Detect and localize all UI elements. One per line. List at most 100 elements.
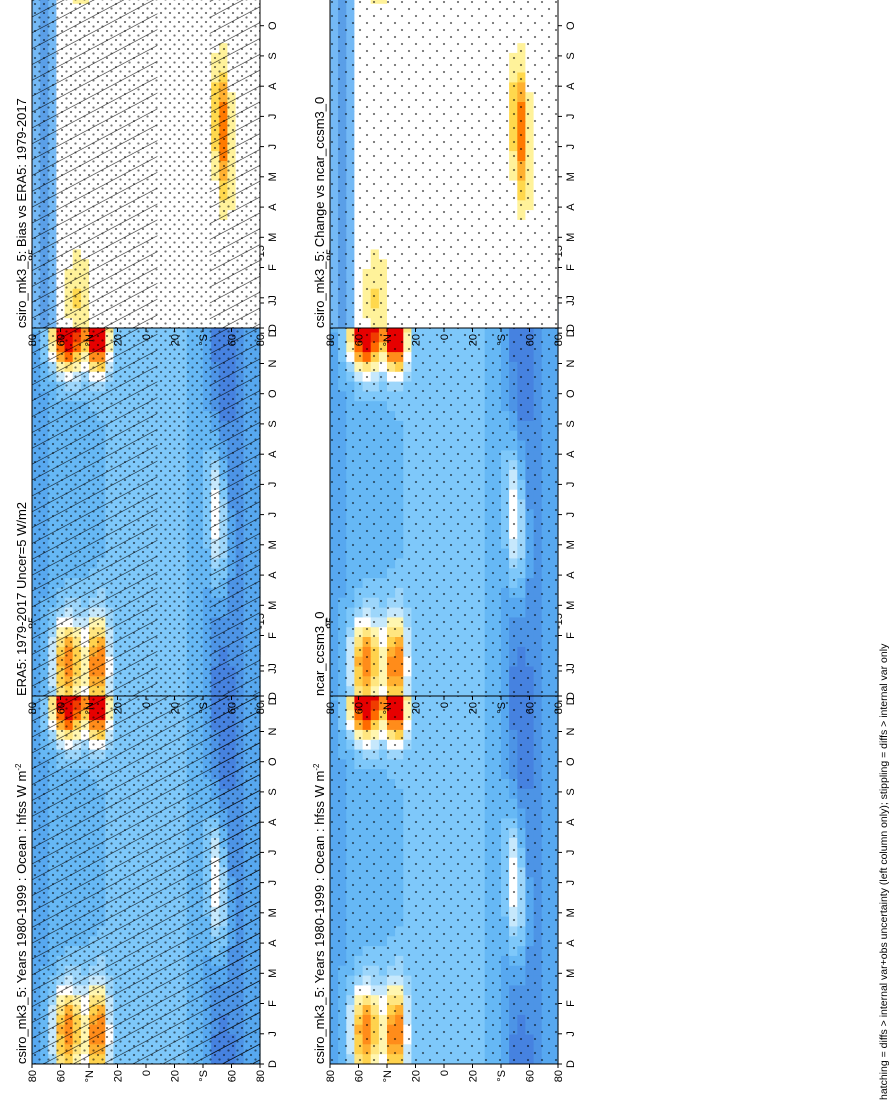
y-tick-label: 20: [170, 1070, 182, 1082]
y-tick-label: 60: [56, 702, 68, 714]
x-tick-label: J: [267, 663, 279, 669]
x-tick-label: F: [267, 632, 279, 639]
x-tick-label: O: [267, 21, 279, 30]
x-tick-label: O: [267, 389, 279, 398]
x-tick-label: D: [267, 324, 279, 332]
x-tick-label: M: [267, 233, 279, 242]
x-tick-label: A: [267, 939, 279, 947]
x-tick-label: M: [565, 908, 577, 917]
y-tick-label: 80: [553, 1070, 565, 1082]
hatching-overlay: [209, 303, 261, 696]
plot-area-model-ref: [329, 302, 559, 697]
x-tick-label: J: [565, 668, 577, 674]
x-tick-label: D: [267, 697, 279, 705]
y-tick-label: 60: [227, 1070, 239, 1082]
panel-model-model: csiro_mk3_5: Years 1980-1999 : Ocean : h…: [312, 613, 577, 1082]
y-tick-label: 0: [439, 1070, 451, 1076]
panel-title-superscript: -2: [312, 763, 321, 771]
y-tick-label: °N: [84, 702, 96, 714]
panels-layer: csiro_mk3_5: Years 1980-1999 : Ocean : h…: [14, 0, 577, 1082]
x-tick-label: A: [267, 571, 279, 579]
x-tick-label: F: [267, 264, 279, 271]
x-tick-label: S: [267, 420, 279, 427]
x-tick-label: D: [565, 1060, 577, 1068]
x-tick-label: A: [267, 450, 279, 458]
y-tick-label: 60: [56, 1070, 68, 1082]
x-tick-label: F: [267, 1000, 279, 1007]
x-tick-label: J: [267, 850, 279, 856]
x-tick-label: A: [565, 818, 577, 826]
x-tick-label: J: [267, 295, 279, 301]
x-tick-label: M: [267, 969, 279, 978]
panel-title: csiro_mk3_5: Years 1980-1999 : Ocean : h…: [14, 763, 29, 1064]
y-tick-label: °S: [496, 1070, 508, 1082]
x-tick-label: D: [565, 697, 577, 705]
x-tick-label: O: [267, 757, 279, 766]
x-tick-label: F: [565, 1000, 577, 1007]
y-tick-label: 80: [255, 334, 267, 346]
y-tick-label: °N: [382, 1070, 394, 1082]
y-tick-label: 0: [141, 334, 153, 340]
hatching-overlay: [209, 0, 261, 328]
x-tick-label: D: [267, 692, 279, 700]
x-tick-label: D: [267, 329, 279, 337]
x-tick-label: J: [267, 512, 279, 517]
x-tick-label: M: [267, 601, 279, 610]
panel-title: csiro_mk3_5: Bias vs ERA5: 1979-2017: [14, 98, 29, 328]
y-tick-label: 20: [113, 702, 125, 714]
x-tick-label: J: [565, 880, 577, 886]
x-tick-label: J: [267, 144, 279, 150]
hatching-overlay: [32, 303, 158, 696]
plot-area-model-model: [329, 670, 559, 1065]
x-tick-label: S: [267, 788, 279, 795]
y-tick-label: 80: [255, 702, 267, 714]
panel-title-text: csiro_mk3_5: Bias vs ERA5: 1979-2017: [14, 98, 29, 328]
y-tick-label: °S: [198, 1070, 210, 1082]
y-tick-label: 60: [56, 334, 68, 346]
y-tick-label: °N: [84, 334, 96, 346]
x-tick-label: A: [267, 818, 279, 826]
x-tick-label: A: [267, 82, 279, 90]
plot-area-obs-bias: [31, 0, 261, 329]
x-tick-label: S: [565, 788, 577, 795]
y-tick-label: 80: [27, 1070, 39, 1082]
hatching-overlay: [209, 671, 261, 1064]
y-tick-label: 20: [170, 334, 182, 346]
y-tick-label: 0: [141, 1070, 153, 1076]
panel-title-superscript: -2: [14, 763, 23, 771]
y-tick-label: 60: [227, 334, 239, 346]
x-tick-label: J: [267, 1031, 279, 1037]
x-tick-label: A: [267, 203, 279, 211]
y-tick-label: 80: [27, 334, 39, 346]
x-tick-label: J: [267, 482, 279, 488]
y-tick-label: 20: [170, 702, 182, 714]
x-tick-label: M: [565, 969, 577, 978]
panel-obs-bias: csiro_mk3_5: Bias vs ERA5: 1979-2017 D J F M…: [14, 0, 279, 346]
y-tick-label: °S: [198, 702, 210, 714]
x-tick-label: J: [267, 300, 279, 306]
hatching-overlay: [32, 0, 158, 328]
y-tick-label: 80: [255, 1070, 267, 1082]
hatching-overlay: [32, 671, 260, 1064]
y-tick-label: 20: [113, 1070, 125, 1082]
x-tick-label: N: [267, 359, 279, 367]
y-tick-label: 20: [468, 1070, 480, 1082]
y-tick-label: 0: [141, 702, 153, 708]
y-tick-label: 60: [354, 1070, 366, 1082]
y-tick-label: 20: [411, 1070, 423, 1082]
x-tick-label: S: [267, 52, 279, 59]
panel-title-text: csiro_mk3_5: Years 1980-1999 : Ocean : h…: [14, 771, 29, 1064]
x-tick-label: J: [565, 1031, 577, 1037]
panel-title-text: csiro_mk3_5: Years 1980-1999 : Ocean : h…: [312, 771, 327, 1064]
y-tick-label: °S: [198, 334, 210, 346]
x-tick-label: M: [267, 540, 279, 549]
x-tick-label: N: [565, 727, 577, 735]
panel-title: csiro_mk3_5: Years 1980-1999 : Ocean : h…: [312, 763, 327, 1064]
x-tick-label: D: [267, 1060, 279, 1068]
stippling-overlay: [330, 671, 558, 1064]
panel-title-text: ERA5: 1979-2017 Uncer=5 W/m2: [14, 502, 29, 696]
plot-area-obs-ref: [31, 302, 261, 697]
panel-title: ERA5: 1979-2017 Uncer=5 W/m2: [14, 502, 29, 696]
y-tick-label: °N: [84, 1070, 96, 1082]
